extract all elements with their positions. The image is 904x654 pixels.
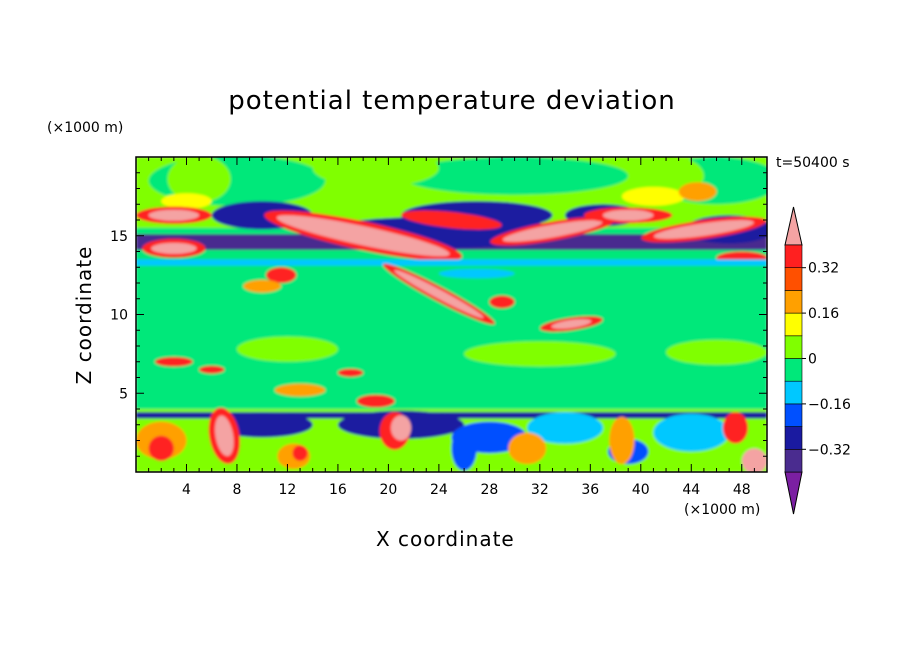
field-blob [274, 383, 326, 397]
field-blob [438, 268, 515, 279]
colorbar-tick-label: 0.16 [808, 306, 839, 322]
colorbar-segment [784, 403, 803, 427]
field-blob [161, 193, 212, 209]
x-axis-label: X coordinate [376, 527, 515, 551]
field-blob [148, 435, 174, 461]
x-tick-label: 48 [733, 482, 751, 498]
field-blob [356, 394, 395, 408]
y-tick-label: 5 [119, 386, 128, 402]
field-blob [292, 445, 308, 461]
x-tick-label: 40 [632, 482, 650, 498]
colorbar-arrow-high [784, 206, 803, 246]
x-tick-label: 4 [182, 482, 191, 498]
colorbar-segment [784, 426, 803, 450]
field-band [136, 412, 767, 419]
colorbar-segment [784, 448, 803, 473]
field-blob [401, 157, 629, 195]
colorbar-tick-label: −0.16 [808, 397, 851, 413]
x-axis-unit: (×1000 m) [684, 502, 761, 518]
field-blob [621, 186, 685, 206]
x-tick-label: 32 [531, 482, 549, 498]
field-blob [154, 357, 193, 367]
field-blob [451, 426, 477, 471]
field-blob [602, 209, 654, 221]
field-blob [464, 341, 616, 367]
colorbar-segment [784, 380, 803, 405]
colorbar-segment [784, 290, 803, 314]
field-blob [390, 415, 412, 441]
field-blob [551, 319, 592, 329]
field-blob [276, 215, 450, 257]
y-tick-label: 10 [110, 308, 128, 324]
field-blob [502, 220, 603, 242]
colorbar-arrow-low [784, 471, 803, 515]
x-tick-label: 28 [480, 482, 498, 498]
x-tick-label: 8 [232, 482, 241, 498]
field-blob [236, 336, 338, 362]
x-tick-label: 12 [279, 482, 297, 498]
field-blob [394, 270, 484, 319]
x-axis: 4 8 12 16 20 24 28 32 36 40 44 48 [148, 157, 755, 498]
field-blob [653, 413, 730, 452]
field-blob [214, 415, 234, 456]
field-blob [337, 368, 364, 377]
x-tick-label: 24 [430, 482, 448, 498]
x-tick-label: 20 [379, 482, 397, 498]
colorbar-segment [784, 312, 803, 337]
colorbar-segment [784, 267, 803, 291]
y-axis-unit: (×1000 m) [47, 120, 124, 136]
field-blob [609, 416, 635, 465]
field-blob [199, 365, 225, 374]
colorbar-segment [784, 335, 803, 359]
field-blob [653, 220, 754, 239]
y-axis: 5 10 15 [110, 172, 767, 457]
field-blob [243, 279, 282, 293]
colorbar-tick-label: 0 [808, 352, 817, 368]
field-blob [678, 182, 717, 202]
field-band [136, 259, 767, 266]
x-tick-label: 36 [581, 482, 599, 498]
field-blob [401, 210, 502, 230]
y-tick-label: 15 [110, 229, 128, 245]
field-blob [666, 339, 767, 365]
chart-title: potential temperature deviation [228, 86, 676, 116]
x-tick-label: 44 [682, 482, 700, 498]
colorbar-tick-label: −0.32 [808, 442, 851, 458]
heatmap-field [136, 157, 767, 472]
field-blob [508, 432, 547, 465]
colorbar: 0.32 0.16 0 −0.16 −0.32 [784, 206, 851, 515]
colorbar-segment [784, 358, 803, 382]
field-blob [148, 209, 200, 221]
field-blob [151, 242, 197, 254]
field-blob [312, 157, 439, 187]
time-label: t=50400 s [776, 155, 850, 171]
colorbar-tick-label: 0.32 [808, 261, 839, 277]
field-blob [722, 412, 749, 444]
colorbar-segment [784, 244, 803, 269]
field-blob [527, 412, 603, 444]
field-blob [489, 295, 515, 309]
field-blob [741, 448, 767, 472]
field-band [136, 259, 767, 409]
field-blob [265, 267, 297, 283]
x-tick-label: 16 [329, 482, 347, 498]
field-blob [167, 157, 231, 203]
